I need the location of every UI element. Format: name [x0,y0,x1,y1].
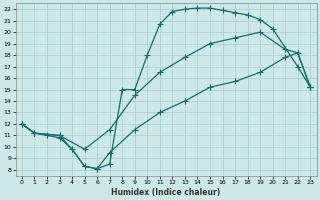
X-axis label: Humidex (Indice chaleur): Humidex (Indice chaleur) [111,188,221,197]
